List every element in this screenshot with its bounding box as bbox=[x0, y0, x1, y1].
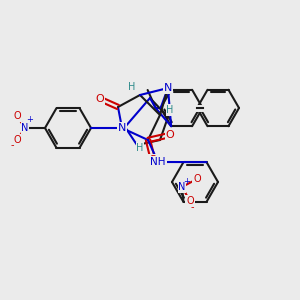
Text: H: H bbox=[166, 105, 174, 115]
Text: O: O bbox=[96, 94, 104, 104]
Text: H: H bbox=[136, 143, 144, 153]
Text: NH: NH bbox=[150, 157, 166, 167]
Text: -: - bbox=[190, 202, 194, 212]
Text: O: O bbox=[166, 130, 174, 140]
Text: N: N bbox=[164, 83, 172, 93]
Text: H: H bbox=[128, 82, 136, 92]
Text: +: + bbox=[184, 176, 190, 185]
Text: -: - bbox=[10, 140, 14, 150]
Text: N: N bbox=[21, 123, 29, 133]
Text: O: O bbox=[193, 174, 201, 184]
Text: O: O bbox=[148, 155, 158, 165]
Text: N: N bbox=[178, 182, 186, 192]
Text: +: + bbox=[27, 116, 33, 124]
Text: O: O bbox=[13, 135, 21, 145]
Text: N: N bbox=[118, 123, 126, 133]
Text: O: O bbox=[13, 111, 21, 121]
Text: O: O bbox=[186, 196, 194, 206]
